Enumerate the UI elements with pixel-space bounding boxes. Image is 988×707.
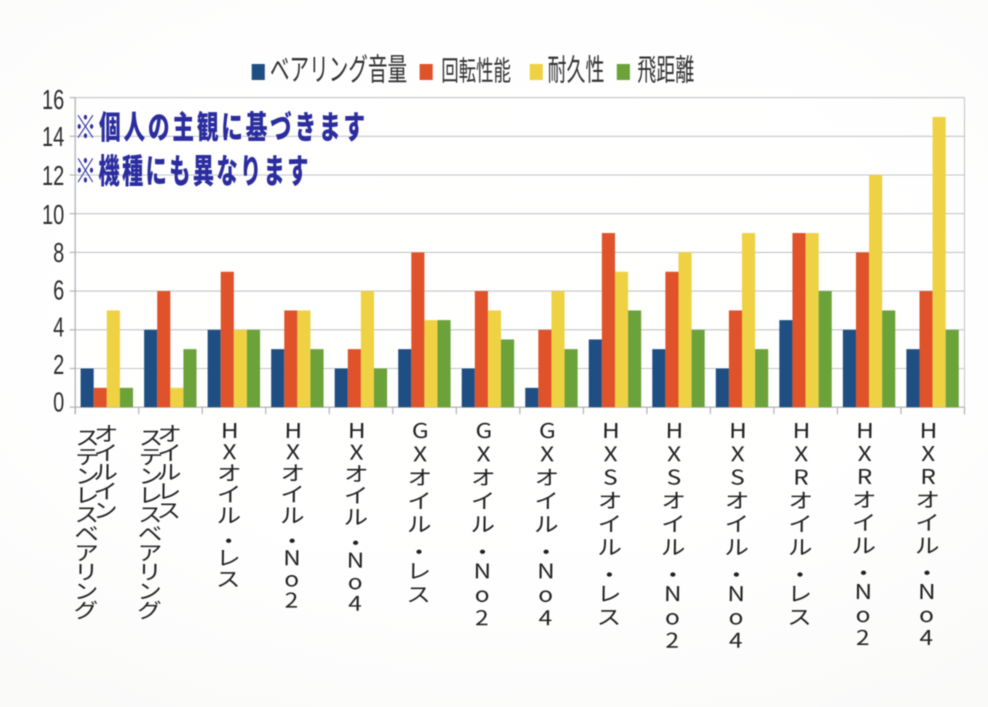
svg-text:14: 14 xyxy=(42,122,64,153)
svg-text:6: 6 xyxy=(53,275,64,306)
svg-text:12: 12 xyxy=(42,161,64,192)
svg-text:2: 2 xyxy=(53,350,64,381)
svg-text:10: 10 xyxy=(42,200,64,231)
svg-text:16: 16 xyxy=(42,85,64,116)
svg-text:4: 4 xyxy=(53,313,64,344)
svg-text:0: 0 xyxy=(53,387,64,418)
svg-text:8: 8 xyxy=(53,238,64,269)
